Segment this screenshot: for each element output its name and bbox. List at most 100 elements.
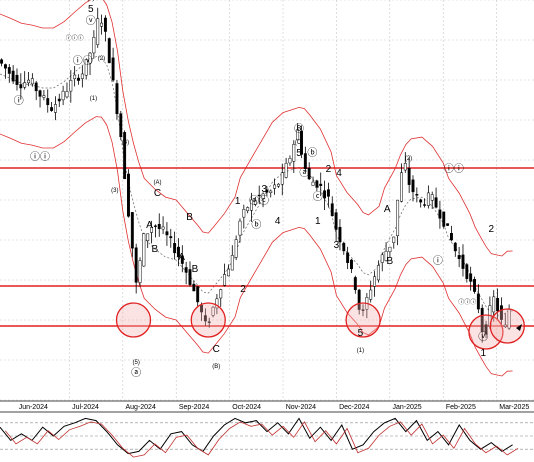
- candle-body: [15, 74, 19, 85]
- candle-body: [300, 130, 303, 155]
- candle-body: [19, 84, 23, 89]
- candle-body: [384, 250, 388, 261]
- candle-body: [465, 264, 469, 279]
- wave-label: (2): [405, 156, 412, 162]
- wave-label: ⓘ: [14, 95, 24, 107]
- candle-body: [400, 172, 403, 202]
- candle-body: [457, 255, 461, 260]
- candle-body: [127, 173, 130, 217]
- candle-body: [69, 80, 73, 92]
- candle-body: [388, 246, 392, 252]
- candle-body: [273, 184, 277, 189]
- candle-body: [34, 82, 38, 92]
- wave-label: ⓐ: [131, 367, 141, 379]
- date-tick-label: Mar-2025: [499, 404, 529, 411]
- candle-body: [499, 305, 503, 320]
- candle-body: [469, 273, 473, 282]
- candle-body: [373, 276, 376, 287]
- candle-body: [453, 242, 457, 252]
- candle-body: [376, 265, 380, 281]
- date-tick-label: Nov-2024: [286, 404, 316, 411]
- candle-body: [207, 321, 211, 323]
- candle-body: [27, 79, 30, 84]
- candle-body: [134, 247, 138, 283]
- candle-body: [330, 203, 334, 217]
- candle-body: [92, 36, 96, 54]
- candle-body: [253, 200, 257, 205]
- candle-body: [169, 236, 173, 239]
- candle-body: [338, 226, 342, 243]
- wave-labels: Ⓒ(5)5ⓥⓘⓘⓘⓘⓘⓘⓘⓥ(2)(1)(4)(3)(A)CABBAB(5)ⓐC…: [14, 0, 495, 379]
- horizontal-levels: [0, 167, 534, 327]
- candle-body: [276, 183, 280, 187]
- candle-body: [184, 267, 188, 273]
- lower-band-line: [0, 116, 513, 377]
- candle-body: [250, 199, 253, 211]
- candle-body: [269, 190, 273, 194]
- candle-body: [165, 231, 169, 236]
- candle-body: [146, 233, 150, 241]
- candle-body: [503, 324, 507, 327]
- wave-label: B: [192, 264, 199, 275]
- candle-body: [234, 239, 238, 258]
- date-tick-label: Feb-2025: [446, 404, 476, 411]
- wave-label: 5: [358, 328, 364, 339]
- candle-body: [53, 104, 57, 113]
- candle-body: [396, 199, 400, 237]
- wave-label: (4): [122, 140, 129, 146]
- wave-label: (C): [295, 140, 303, 146]
- candle-body: [434, 197, 438, 208]
- oscillator-line: [0, 417, 513, 455]
- candle-body: [219, 289, 223, 299]
- wave-label: B: [386, 256, 393, 267]
- date-tick-label: Aug-2024: [125, 404, 155, 411]
- wave-label: (2): [98, 56, 105, 62]
- candle-body: [65, 91, 69, 98]
- wave-label: C: [213, 344, 220, 355]
- wave-label: ⓥ: [478, 331, 488, 343]
- candle-body: [369, 289, 373, 300]
- candle-body: [150, 227, 153, 233]
- wave-label: ⓘⓘⓘ: [66, 34, 84, 42]
- date-tick-label: Oct-2024: [232, 404, 261, 411]
- candle-body: [292, 144, 296, 162]
- date-tick-label: Jan-2025: [392, 404, 421, 411]
- wave-label: ⓘⓥ: [73, 55, 93, 67]
- wave-label: 2: [488, 224, 494, 235]
- candle-body: [446, 223, 450, 226]
- candle-body: [177, 246, 180, 258]
- candle-body: [123, 132, 127, 180]
- candle-body: [38, 90, 42, 97]
- candle-body: [115, 83, 119, 115]
- candle-body: [403, 163, 407, 171]
- candle-body: [461, 254, 465, 269]
- wave-label: (1): [357, 348, 364, 354]
- candle-body: [296, 129, 300, 140]
- candles: [0, 7, 511, 343]
- candle-body: [473, 279, 476, 292]
- candle-body: [357, 289, 361, 310]
- candle-body: [196, 286, 200, 303]
- candle-body: [480, 307, 484, 332]
- candle-body: [319, 183, 323, 186]
- wave-label: 2: [326, 164, 332, 175]
- wave-label: 5: [296, 148, 302, 159]
- support-circle: [345, 302, 381, 338]
- wave-label: ⓒ: [313, 191, 323, 203]
- candle-body: [23, 82, 27, 88]
- wave-label: B: [152, 244, 159, 255]
- candle-body: [346, 252, 350, 263]
- wave-label: ⓑ: [307, 147, 317, 159]
- candle-body: [350, 259, 353, 270]
- date-tick-label: Dec-2024: [339, 404, 369, 411]
- candle-body: [157, 223, 161, 229]
- candle-body: [261, 193, 265, 199]
- candle-body: [223, 274, 227, 286]
- candle-body: [119, 113, 123, 137]
- wave-label: ⓘ: [433, 255, 443, 267]
- candle-body: [265, 189, 269, 193]
- candle-body: [392, 236, 396, 243]
- candle-body: [3, 64, 7, 69]
- candle-body: [423, 204, 426, 206]
- candle-body: [411, 179, 415, 193]
